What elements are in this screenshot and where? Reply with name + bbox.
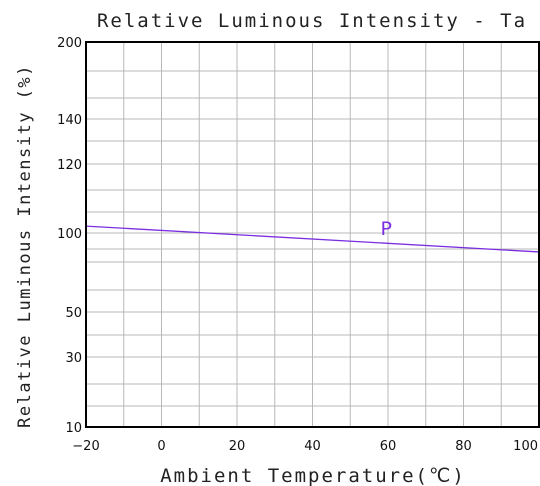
x-tick-label: 60 [380, 439, 397, 454]
y-tick-label: 50 [65, 306, 82, 321]
y-tick-label: 140 [57, 113, 82, 128]
grid [86, 42, 539, 427]
chart-title: Relative Luminous Intensity - Ta [97, 10, 527, 32]
x-axis-label: Ambient Temperature(℃) [160, 465, 466, 486]
series-layer: P [85, 218, 540, 253]
y-tick-label: 10 [65, 421, 82, 436]
x-tick-label: 0 [157, 439, 165, 454]
x-tick-label: 100 [513, 439, 538, 454]
x-tick-label: 80 [455, 439, 472, 454]
x-tick-labels: −20 0 20 40 60 80 100 [72, 439, 538, 454]
y-tick-label: 30 [65, 351, 82, 366]
y-tick-label: 200 [57, 36, 82, 51]
x-tick-label: 20 [229, 439, 246, 454]
y-tick-label: 100 [57, 227, 82, 242]
plot-frame [85, 41, 540, 428]
x-tick-label: 40 [304, 439, 321, 454]
series-line-p [85, 225, 540, 253]
y-tick-labels: 10 30 50 100 120 140 200 [57, 36, 82, 436]
y-tick-label: 120 [57, 158, 82, 173]
series-label-p: P [380, 218, 391, 240]
y-axis-label: Relative Luminous Intensity (%) [15, 64, 35, 428]
x-tick-label: −20 [72, 439, 99, 454]
